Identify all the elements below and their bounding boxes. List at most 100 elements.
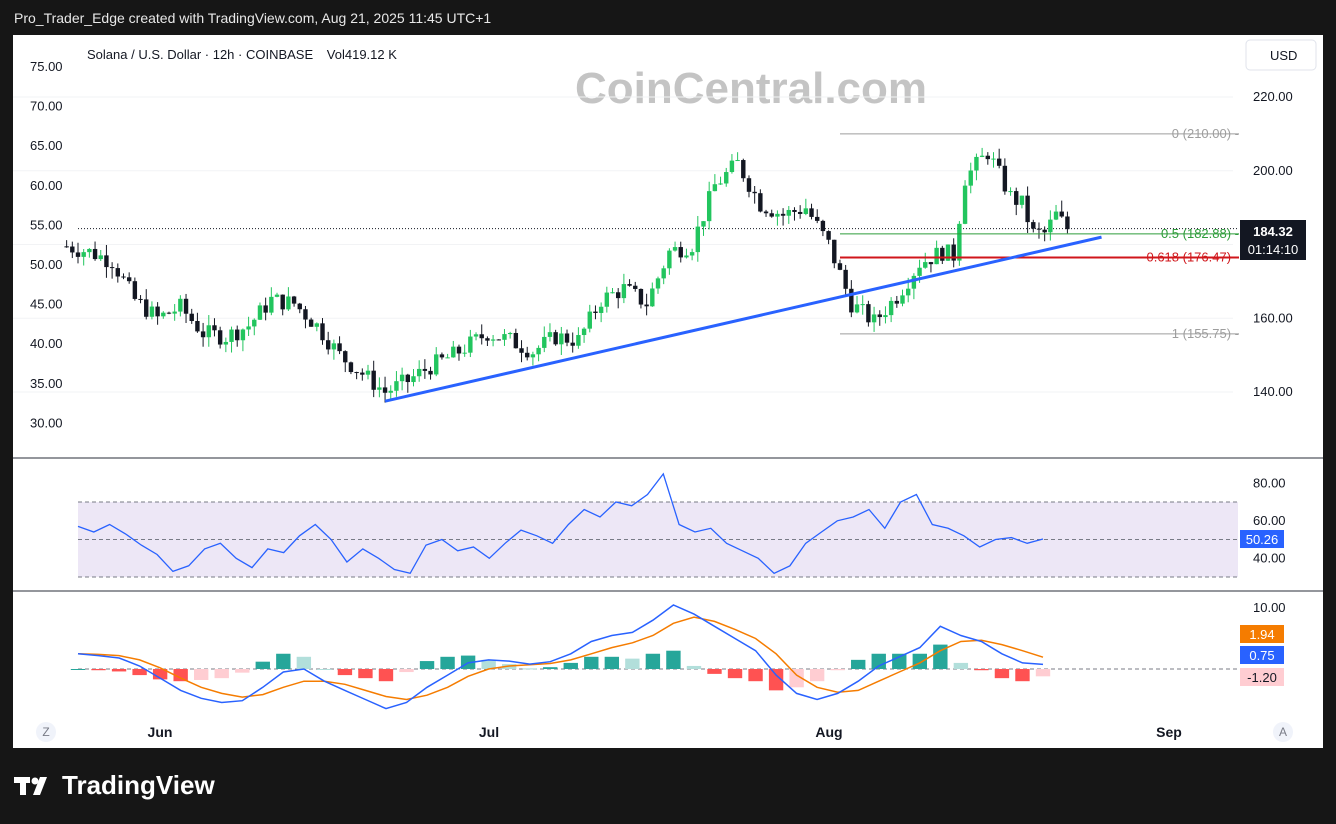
- z-button[interactable]: [36, 722, 56, 742]
- macd-histogram-bar: [974, 669, 989, 671]
- x-axis-tick-label: Sep: [1156, 724, 1182, 740]
- candle-body: [246, 326, 251, 330]
- candle-body: [917, 267, 922, 276]
- candle-body: [672, 247, 678, 251]
- candle-body: [104, 255, 109, 268]
- candle-body: [758, 193, 763, 212]
- candle-body: [445, 357, 450, 359]
- macd-histogram-bar: [152, 669, 168, 680]
- z-button-label: Z: [42, 725, 49, 739]
- macd-histogram-bar: [645, 653, 661, 669]
- macd-histogram-bar: [132, 669, 147, 676]
- candle-body: [513, 332, 519, 349]
- candle-body: [98, 255, 103, 260]
- candle-body: [706, 191, 712, 222]
- macd-value-label: 1.94: [1249, 627, 1274, 642]
- candle-body: [252, 319, 257, 327]
- candle-body: [786, 209, 791, 216]
- candle-body: [308, 319, 314, 327]
- macd-histogram-bar: [809, 669, 825, 682]
- candle-body: [263, 305, 268, 313]
- currency-button[interactable]: [1245, 39, 1317, 71]
- candle-body: [615, 292, 621, 299]
- macd-histogram-bar: [563, 662, 578, 669]
- candle-body: [1019, 195, 1025, 205]
- candle-body: [473, 334, 479, 337]
- macd-histogram-bar: [892, 653, 907, 669]
- candle-body: [621, 284, 627, 299]
- candle-body: [911, 275, 917, 289]
- macd-signal-line: [77, 616, 1044, 701]
- candle-body: [240, 329, 246, 341]
- macd-histogram-bar: [727, 669, 743, 679]
- macd-histogram-bar: [994, 669, 1010, 679]
- macd-histogram-bar: [625, 658, 640, 669]
- candle-body: [291, 296, 297, 304]
- macd-histogram-bar: [584, 656, 599, 669]
- candle-body: [161, 312, 166, 317]
- candle-body: [610, 292, 615, 294]
- macd-histogram-bar: [337, 669, 353, 676]
- candle-body: [183, 298, 189, 314]
- candle-body: [496, 339, 501, 341]
- macd-histogram-bar: [235, 669, 250, 673]
- countdown-value: 01:14:10: [1248, 242, 1299, 257]
- candle-body: [701, 221, 706, 227]
- macd-histogram-bar: [707, 669, 722, 674]
- candle-body: [809, 208, 814, 217]
- candle-body: [320, 323, 325, 341]
- candle-body: [138, 298, 143, 300]
- chart-canvas[interactable]: CoinCentral.com Solana / U.S. Dollar · 1…: [13, 35, 1323, 748]
- macd-histogram-bar: [953, 662, 969, 669]
- candle-body: [502, 334, 507, 340]
- candle-body: [149, 306, 155, 317]
- candle-body: [775, 213, 780, 217]
- macd-histogram-bar: [70, 669, 86, 670]
- candle-body: [1042, 229, 1047, 233]
- candle-body: [64, 246, 69, 248]
- a-button[interactable]: [1273, 722, 1293, 742]
- candle-body: [354, 372, 359, 374]
- candle-body: [280, 294, 285, 310]
- candle-body: [178, 298, 183, 312]
- macd-histogram-bar: [830, 669, 845, 671]
- candle-body: [274, 294, 280, 297]
- macd-histogram-bar: [789, 669, 804, 688]
- chart-panel[interactable]: CoinCentral.com Solana / U.S. Dollar · 1…: [13, 35, 1323, 748]
- candle-body: [1008, 191, 1013, 193]
- candle-body: [325, 340, 331, 350]
- symbol-title: Solana / U.S. Dollar · 12h · COINBASE Vo…: [87, 47, 397, 62]
- candle-body: [223, 341, 229, 345]
- candle-body: [985, 155, 991, 160]
- candle-body: [803, 208, 809, 214]
- candle-body: [1025, 195, 1030, 223]
- candle-body: [905, 288, 911, 296]
- tradingview-brand[interactable]: TradingView: [14, 770, 215, 801]
- candle-body: [343, 351, 348, 363]
- candle-body: [780, 213, 786, 216]
- candle-body: [269, 296, 274, 313]
- candle-body: [553, 332, 558, 345]
- macd-value-label: 0.75: [1249, 648, 1274, 663]
- candle-body: [769, 213, 774, 217]
- candle-body: [286, 296, 291, 310]
- candle-body: [212, 325, 217, 331]
- macd-value-tag: [1240, 646, 1284, 664]
- header-caption: Pro_Trader_Edge created with TradingView…: [14, 10, 492, 26]
- candle-body: [490, 339, 496, 341]
- candle-body: [826, 231, 831, 240]
- candle-body: [200, 331, 206, 338]
- candle-body: [991, 158, 996, 160]
- candle-body: [360, 372, 365, 375]
- candle-body: [923, 262, 928, 268]
- candle-body: [70, 246, 75, 253]
- candle-body: [667, 250, 672, 269]
- macd-histogram-bar: [358, 669, 373, 679]
- rsi-axis-tick-label: 40.00: [1253, 550, 1286, 565]
- right-axis-tick-label: 160.00: [1253, 310, 1293, 325]
- rsi-value-tag: [1240, 530, 1284, 549]
- x-axis-tick-label: Jul: [479, 724, 499, 740]
- candle-body: [650, 288, 655, 307]
- candle-body: [746, 178, 752, 192]
- macd-histogram-bar: [91, 669, 106, 671]
